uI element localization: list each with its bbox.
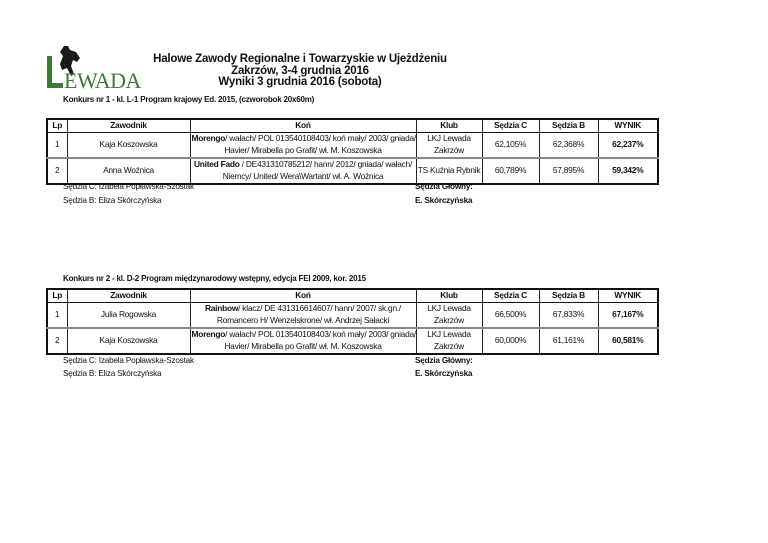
score-b: 57,895% bbox=[538, 156, 599, 184]
col-lp: Lp bbox=[46, 118, 68, 133]
col-result: WYNIK bbox=[597, 118, 659, 133]
rider: Anna Woźnica bbox=[66, 156, 191, 184]
chief-judge-name: E. Skórczyńska bbox=[415, 196, 473, 205]
chief-judge-label: Sędzia Główny: bbox=[415, 182, 473, 191]
table-header: Lp Zawodnik Koń Klub Sędzia C Sędzia B W… bbox=[46, 118, 659, 133]
lewada-logo: EWADA bbox=[44, 44, 154, 93]
horse: Morengo/ wałach/ POL 013540108403/ koń m… bbox=[189, 131, 417, 158]
horse: Morengo/ wałach/ POL 013540108403/ koń m… bbox=[189, 326, 417, 354]
result: 59,342% bbox=[597, 156, 659, 184]
table-row: 1 Kaja Koszowska Morengo/ wałach/ POL 01… bbox=[46, 131, 659, 158]
col-club: Klub bbox=[415, 288, 483, 303]
lp: 2 bbox=[46, 156, 68, 184]
lp: 1 bbox=[46, 301, 68, 328]
horse: Rainbow/ klacz/ DE 431316614607/ hann/ 2… bbox=[189, 301, 417, 328]
horse: United Fado / DE431310785212/ hann/ 2012… bbox=[189, 156, 417, 184]
club: TS Kuźnia Rybnik bbox=[415, 156, 483, 184]
col-rider: Zawodnik bbox=[66, 288, 191, 303]
lp: 1 bbox=[46, 131, 68, 158]
score-c: 62,105% bbox=[481, 131, 540, 158]
chief-judge-label: Sędzia Główny: bbox=[415, 356, 473, 365]
club: LKJ Lewada Zakrzów bbox=[415, 131, 483, 158]
judge-b: Sędzia B: Eliza Skórczyńska bbox=[63, 196, 162, 205]
lp: 2 bbox=[46, 326, 68, 354]
club: LKJ Lewada Zakrzów bbox=[415, 326, 483, 354]
score-b: 61,161% bbox=[538, 326, 599, 354]
rider: Kaja Koszowska bbox=[66, 326, 191, 354]
col-judge-c: Sędzia C bbox=[481, 118, 540, 133]
table-row: 1 Julia Rogowska Rainbow/ klacz/ DE 4313… bbox=[46, 301, 659, 328]
score-c: 66,500% bbox=[481, 301, 540, 328]
table-row: 2 Anna Woźnica United Fado / DE431310785… bbox=[46, 156, 659, 184]
table-header: Lp Zawodnik Koń Klub Sędzia C Sędzia B W… bbox=[46, 288, 659, 303]
table-row: 2 Kaja Koszowska Morengo/ wałach/ POL 01… bbox=[46, 326, 659, 354]
competition-title: Konkurs nr 1 - kl. L-1 Program krajowy E… bbox=[63, 95, 315, 104]
results-table: Lp Zawodnik Koń Klub Sędzia C Sędzia B W… bbox=[46, 288, 659, 355]
result: 62,237% bbox=[597, 131, 659, 158]
score-b: 62,368% bbox=[538, 131, 599, 158]
score-c: 60,789% bbox=[481, 156, 540, 184]
score-c: 60,000% bbox=[481, 326, 540, 354]
col-lp: Lp bbox=[46, 288, 68, 303]
result: 67,167% bbox=[597, 301, 659, 328]
rider: Kaja Koszowska bbox=[66, 131, 191, 158]
event-title: Halowe Zawody Regionalne i Towarzyskie w… bbox=[153, 53, 447, 65]
competition-title: Konkurs nr 2 - kl. D-2 Program międzynar… bbox=[63, 274, 366, 283]
chief-judge-name: E. Skórczyńska bbox=[415, 369, 473, 378]
col-judge-b: Sędzia B bbox=[538, 118, 599, 133]
event-location-date: Zakrzów, 3-4 grudnia 2016 bbox=[231, 65, 369, 77]
col-horse: Koń bbox=[189, 288, 417, 303]
rider: Julia Rogowska bbox=[66, 301, 191, 328]
col-horse: Koń bbox=[189, 118, 417, 133]
judge-c: Sędzia C: Izabela Popławska-Szostak bbox=[63, 182, 194, 191]
judge-c: Sędzia C: Izabela Popławska-Szostak bbox=[63, 356, 194, 365]
score-b: 67,833% bbox=[538, 301, 599, 328]
col-judge-c: Sędzia C bbox=[481, 288, 540, 303]
judge-b: Sędzia B: Eliza Skórczyńska bbox=[63, 369, 162, 378]
club: LKJ Lewada Zakrzów bbox=[415, 301, 483, 328]
result: 60,581% bbox=[597, 326, 659, 354]
svg-text:EWADA: EWADA bbox=[64, 68, 142, 90]
col-club: Klub bbox=[415, 118, 483, 133]
results-date: Wyniki 3 grudnia 2016 (sobota) bbox=[218, 76, 382, 88]
col-judge-b: Sędzia B bbox=[538, 288, 599, 303]
col-result: WYNIK bbox=[597, 288, 659, 303]
results-table: Lp Zawodnik Koń Klub Sędzia C Sędzia B W… bbox=[46, 118, 659, 185]
col-rider: Zawodnik bbox=[66, 118, 191, 133]
